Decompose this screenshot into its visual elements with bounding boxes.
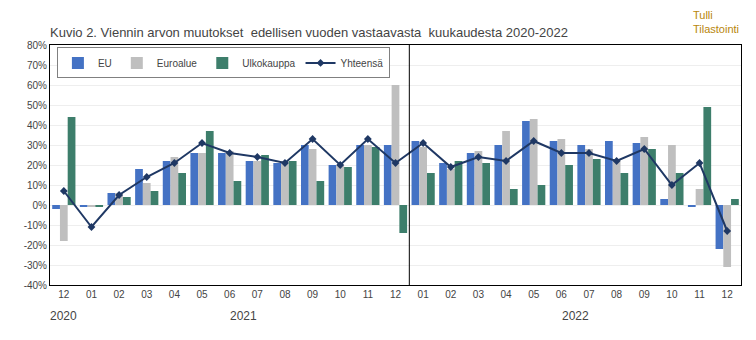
svg-text:12: 12: [390, 289, 402, 300]
svg-text:05: 05: [528, 289, 540, 300]
svg-text:20%: 20%: [27, 160, 47, 171]
svg-text:08: 08: [611, 289, 623, 300]
svg-text:Ulkokauppa: Ulkokauppa: [242, 58, 295, 69]
svg-text:30%: 30%: [27, 140, 47, 151]
svg-text:04: 04: [169, 289, 181, 300]
svg-text:70%: 70%: [27, 60, 47, 71]
svg-text:-20%: -20%: [24, 240, 47, 251]
svg-text:01: 01: [418, 289, 430, 300]
svg-text:Yhteensä: Yhteensä: [341, 58, 384, 69]
svg-text:06: 06: [556, 289, 568, 300]
svg-text:0%: 0%: [33, 200, 48, 211]
svg-text:12: 12: [58, 289, 70, 300]
svg-text:01: 01: [86, 289, 98, 300]
svg-text:60%: 60%: [27, 80, 47, 91]
svg-text:04: 04: [500, 289, 512, 300]
svg-text:-10%: -10%: [24, 220, 47, 231]
svg-text:Euroalue: Euroalue: [157, 58, 197, 69]
svg-text:TulliTilastointi: TulliTilastointi: [693, 9, 739, 35]
svg-text:EU: EU: [98, 58, 112, 69]
svg-text:07: 07: [252, 289, 264, 300]
svg-text:03: 03: [473, 289, 485, 300]
svg-text:10: 10: [335, 289, 347, 300]
svg-text:03: 03: [141, 289, 153, 300]
svg-text:09: 09: [639, 289, 651, 300]
svg-text:Kuvio 2. Viennin arvon muutoks: Kuvio 2. Viennin arvon muutokset edellis…: [50, 25, 568, 40]
svg-text:80%: 80%: [27, 40, 47, 51]
svg-text:11: 11: [694, 289, 705, 300]
svg-text:12: 12: [722, 289, 734, 300]
svg-text:06: 06: [224, 289, 236, 300]
svg-text:2022: 2022: [562, 309, 589, 323]
svg-text:2021: 2021: [230, 309, 257, 323]
svg-text:02: 02: [114, 289, 126, 300]
svg-text:40%: 40%: [27, 120, 47, 131]
svg-text:11: 11: [363, 289, 374, 300]
svg-text:-30%: -30%: [24, 260, 47, 271]
svg-text:2020: 2020: [50, 309, 77, 323]
svg-text:05: 05: [196, 289, 208, 300]
svg-text:10%: 10%: [27, 180, 47, 191]
svg-text:-40%: -40%: [24, 280, 47, 291]
svg-text:07: 07: [583, 289, 595, 300]
svg-text:10: 10: [666, 289, 678, 300]
svg-text:50%: 50%: [27, 100, 47, 111]
svg-text:08: 08: [279, 289, 291, 300]
svg-text:09: 09: [307, 289, 319, 300]
svg-text:02: 02: [445, 289, 457, 300]
